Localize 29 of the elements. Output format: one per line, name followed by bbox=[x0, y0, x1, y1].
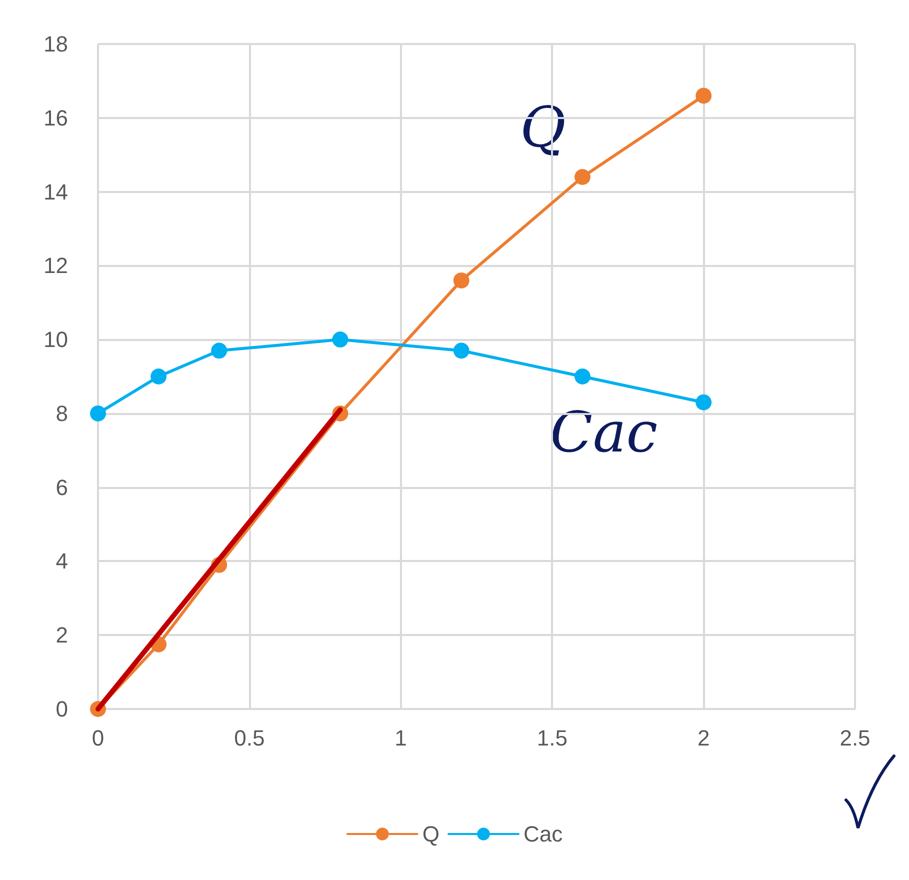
y-tick-label: 0 bbox=[56, 696, 68, 722]
y-tick-label: 10 bbox=[44, 327, 68, 352]
y-tick-label: 2 bbox=[56, 622, 68, 648]
x-tick-label: 0 bbox=[92, 726, 104, 750]
point bbox=[150, 368, 167, 384]
x-tick-label: 1.5 bbox=[536, 726, 568, 750]
legend-label: Q bbox=[422, 822, 440, 846]
annotation: Cac bbox=[550, 400, 658, 466]
point bbox=[574, 169, 590, 185]
point bbox=[453, 272, 470, 288]
y-tick-label: 16 bbox=[44, 105, 68, 130]
y-tick-label: 6 bbox=[56, 474, 68, 500]
point bbox=[332, 332, 348, 348]
x-tick-label: 1 bbox=[394, 726, 407, 750]
x-tick-label: 2 bbox=[697, 726, 710, 750]
y-tick-label: 18 bbox=[44, 32, 68, 56]
y-tick-label: 12 bbox=[44, 253, 68, 278]
point bbox=[90, 405, 106, 422]
y-tick-label: 4 bbox=[56, 548, 68, 574]
point bbox=[574, 368, 590, 384]
x-tick-label: 0.5 bbox=[234, 726, 265, 750]
point bbox=[696, 394, 712, 410]
y-tick-label: 8 bbox=[56, 400, 68, 426]
x-tick-label: 2.5 bbox=[840, 726, 870, 750]
point bbox=[211, 342, 228, 359]
point bbox=[453, 342, 470, 359]
legend-label: Cac bbox=[523, 822, 563, 846]
y-tick-label: 14 bbox=[44, 179, 68, 204]
point bbox=[696, 88, 712, 104]
